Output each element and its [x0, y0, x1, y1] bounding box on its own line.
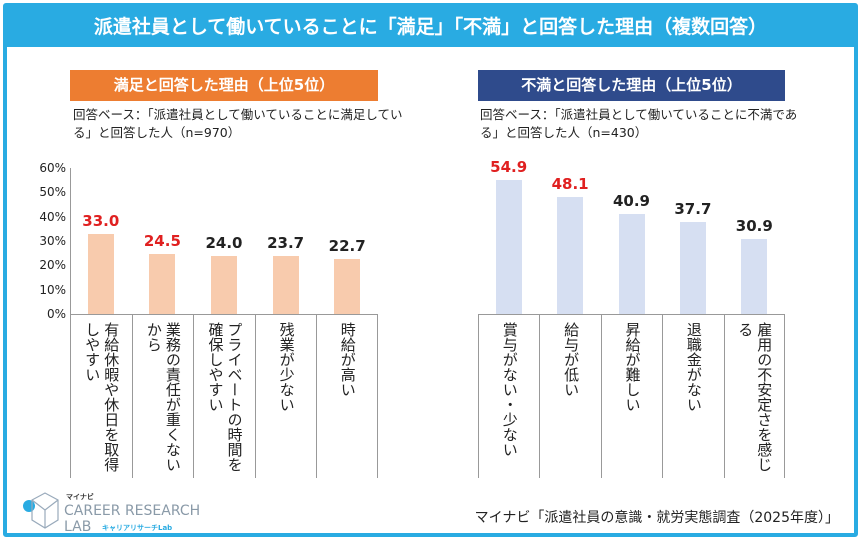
y-tick-label: 40%	[39, 209, 66, 224]
y-tick-label: 0%	[46, 307, 66, 321]
bar	[87, 233, 114, 314]
category-label: 昇給が難しい	[623, 322, 642, 412]
y-tick-label: 60%	[39, 161, 66, 175]
y-tick-label: 30%	[39, 234, 66, 248]
category-cell: 昇給が難しい	[600, 314, 662, 478]
category-cell: プライベートの時間を確保しやすい	[193, 314, 255, 478]
logo-sub: キャリアリサーチLab	[102, 524, 172, 532]
data-label: 22.7	[328, 236, 366, 255]
category-label: 残業が少ない	[277, 322, 296, 412]
category-label: 退職金がない	[684, 322, 703, 412]
category-label: 賞与がない・少ない	[500, 322, 519, 457]
category-label: 給与が低い	[562, 322, 581, 397]
x-axis	[478, 314, 785, 315]
category-cell: 残業が少ない	[254, 314, 317, 478]
left-chart-subtitle: 回答ベース：「派遣社員として働いていることに満足している」と回答した人（n=97…	[73, 107, 403, 140]
bar	[741, 238, 768, 314]
data-label: 24.5	[143, 232, 181, 251]
category-cell: 有給休暇や休日を取得しやすい	[70, 314, 132, 478]
right-chart-subtitle: 回答ベース：「派遣社員として働いていることに不満である」と回答した人（n=430…	[480, 107, 798, 140]
category-label: プライベートの時間を確保しやすい	[206, 322, 244, 472]
bar	[149, 254, 176, 314]
data-label: 30.9	[735, 216, 773, 235]
category-label: 有給休暇や休日を取得しやすい	[83, 322, 121, 472]
logo-name: CAREER RESEARCH	[64, 503, 200, 519]
bar	[495, 180, 522, 314]
svg-text:LAB: LAB	[64, 519, 91, 533]
logo: マイナビ CAREER RESEARCH LAB キャリアリサーチLab	[20, 488, 200, 537]
left-chart-title: 満足と回答した理由（上位5位）	[70, 70, 378, 101]
y-axis	[70, 168, 71, 314]
bar	[272, 256, 299, 314]
category-cell: 退職金がない	[662, 314, 723, 478]
data-label: 24.0	[205, 233, 243, 252]
bar	[679, 222, 706, 314]
bar	[557, 196, 584, 314]
data-label: 33.0	[82, 211, 120, 230]
bar	[211, 255, 237, 314]
category-cell: 賞与がない・少ない	[478, 314, 539, 478]
data-label: 37.7	[674, 200, 712, 219]
data-label: 54.9	[490, 158, 528, 177]
category-cell: 雇用の不安定さを感じる	[723, 314, 785, 478]
y-tick-label: 20%	[39, 258, 66, 273]
page-title: 派遣社員として働いていることに「満足」「不満」と回答した理由（複数回答）	[7, 7, 854, 47]
frame	[3, 3, 858, 537]
career-research-lab-logo-icon: マイナビ CAREER RESEARCH LAB キャリアリサーチLab	[23, 492, 200, 535]
x-axis	[70, 314, 378, 315]
category-label: 時給が高い	[338, 322, 357, 397]
y-tick-label: 10%	[39, 282, 66, 297]
data-label: 40.9	[612, 192, 650, 211]
data-label: 48.1	[551, 174, 589, 193]
category-label: 雇用の不安定さを感じる	[736, 322, 774, 472]
data-label: 23.7	[267, 234, 305, 253]
category-cell: 給与が低い	[539, 314, 600, 478]
source-note: マイナビ「派遣社員の意識・就労実態調査（2025年度）」	[474, 510, 839, 526]
category-cell: 時給が高い	[316, 314, 378, 478]
bar	[334, 258, 361, 314]
logo-brand: マイナビ	[66, 492, 94, 501]
category-cell: 業務の責任が重くないから	[131, 314, 194, 478]
category-label: 業務の責任が重くないから	[144, 322, 182, 472]
y-tick-label: 50%	[39, 185, 66, 200]
bar	[618, 214, 645, 314]
right-chart-title: 不満と回答した理由（上位5位）	[478, 70, 785, 101]
